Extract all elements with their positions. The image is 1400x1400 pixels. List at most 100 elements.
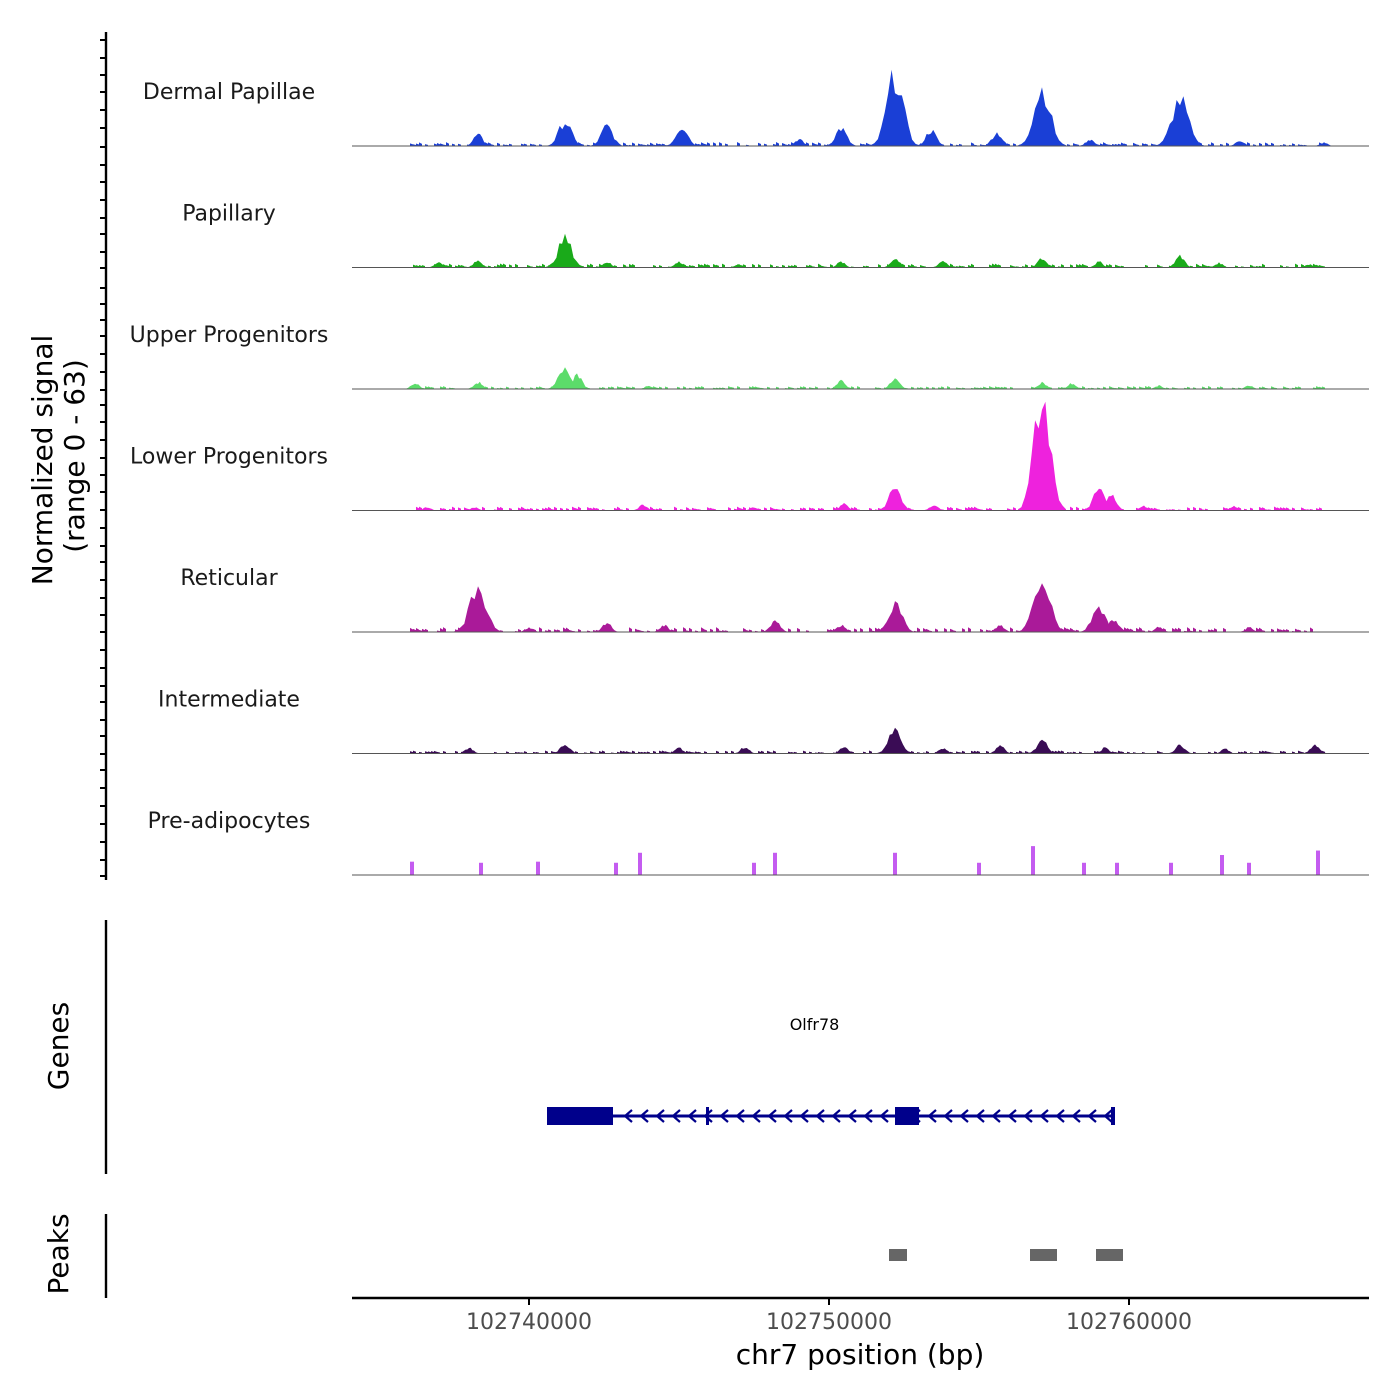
strand-arrow [991, 1109, 1001, 1123]
track-1-peak-3 [595, 262, 619, 268]
track-6-peak-4 [638, 852, 642, 875]
strand-arrow [623, 1109, 633, 1123]
track-0-peak-1 [546, 124, 584, 146]
gene-label: Olfr78 [790, 1015, 840, 1034]
track-1-peak-0 [427, 262, 451, 268]
track-5-peak-5 [876, 727, 914, 754]
track-6-peak-3 [614, 862, 618, 875]
track-3-peak-4 [831, 503, 857, 511]
strand-arrow [975, 1109, 985, 1123]
coverage-tracks: Dermal Papillae Papillary Upper Progenitor… [130, 69, 1369, 876]
track-label-3: Lower Progenitors [130, 445, 328, 470]
track-5-peak-10 [1166, 744, 1194, 754]
track-1-peak-11 [1166, 254, 1194, 268]
track-0-peak-5 [824, 128, 858, 146]
strand-arrow [639, 1109, 649, 1123]
gene-exon-1 [706, 1107, 709, 1125]
strand-arrow [815, 1109, 825, 1123]
gene-exon-0 [547, 1107, 613, 1125]
track-6-peak-14 [1247, 862, 1251, 875]
track-2-peak-8 [1060, 383, 1084, 389]
track-0-peak-3 [665, 129, 699, 146]
track-4-peak-7 [987, 625, 1013, 632]
track-0-peak-11 [1156, 96, 1204, 146]
strand-arrow [751, 1109, 761, 1123]
track-1-peak-4 [667, 261, 691, 268]
track-noise-3 [416, 506, 1322, 511]
track-noise-5 [410, 750, 1325, 754]
x-axis-title: chr7 position (bp) [736, 1338, 985, 1371]
strand-arrow [831, 1109, 841, 1123]
track-6-peak-13 [1220, 855, 1224, 875]
track-label-5: Intermediate [158, 688, 300, 713]
strand-arrow [863, 1109, 873, 1123]
track-2-peak-6 [881, 378, 909, 389]
strand-arrow [671, 1109, 681, 1123]
strand-arrow [927, 1109, 937, 1123]
track-4-peak-12 [1237, 627, 1261, 632]
track-4-peak-5 [828, 624, 854, 632]
x-tick-label-0: 102740000 [466, 1310, 592, 1335]
track-6-peak-2 [536, 861, 540, 875]
track-3-peak-0 [415, 507, 439, 511]
track-5: Intermediate [158, 688, 1369, 754]
track-5-peak-12 [1301, 744, 1329, 754]
track-0-peak-4 [786, 139, 812, 146]
strand-arrow [1087, 1109, 1097, 1123]
track-3-peak-1 [463, 507, 487, 511]
x-tick-label-1: 102750000 [766, 1310, 892, 1335]
coverage-y-ticks [100, 39, 106, 877]
track-2-peak-10 [1237, 385, 1261, 389]
strand-arrow [735, 1109, 745, 1123]
track-1-peak-1 [465, 260, 491, 268]
track-3-peak-3 [742, 507, 766, 511]
track-5-peak-1 [551, 745, 579, 754]
track-1-peak-2 [544, 233, 586, 268]
x-axis: 102740000 102750000 102760000 chr7 positio… [352, 1296, 1369, 1371]
track-5-peak-6 [931, 748, 955, 754]
track-4-peak-8 [1018, 583, 1066, 632]
track-noise-2 [413, 386, 1325, 389]
strand-arrow [1103, 1109, 1113, 1123]
track-label-6: Pre-adipocytes [148, 809, 311, 834]
track-5-peak-4 [831, 747, 857, 754]
strand-arrow [767, 1109, 777, 1123]
strand-arrow [703, 1109, 713, 1123]
track-6-peak-5 [752, 862, 756, 875]
gene-exon-2 [895, 1107, 919, 1125]
track-3-peak-9 [1095, 494, 1127, 511]
track-0-peak-6 [871, 69, 919, 146]
track-1-peak-8 [930, 260, 956, 268]
x-tick-label-2: 102760000 [1066, 1310, 1192, 1335]
track-0-peak-10 [1077, 139, 1103, 146]
track-4-peak-4 [761, 620, 789, 632]
gene-panel: Genes Olfr78 [42, 920, 1115, 1174]
track-5-peak-11 [1213, 748, 1237, 754]
track-6-peak-12 [1169, 862, 1173, 875]
track-0-peak-12 [1228, 141, 1252, 146]
track-0-peak-13 [1312, 142, 1336, 146]
track-noise-4 [410, 627, 1313, 632]
track-5-peak-3 [732, 748, 758, 754]
gene-models: Olfr78 [547, 1015, 1115, 1125]
peaks-panel: Peaks [42, 1213, 1123, 1298]
track-4-peak-6 [874, 601, 916, 632]
strand-arrow [719, 1109, 729, 1123]
track-3-peak-11 [1222, 505, 1246, 511]
track-1-peak-10 [1087, 261, 1111, 268]
peak-regions [889, 1249, 1123, 1261]
track-3-peak-5 [877, 489, 913, 511]
track-2-peak-5 [828, 379, 854, 389]
strand-arrow [1007, 1109, 1017, 1123]
track-6: Pre-adipocytes [148, 809, 1369, 876]
strand-arrow [1055, 1109, 1065, 1123]
track-4-peak-0 [454, 586, 502, 632]
track-2-peak-0 [403, 383, 427, 389]
track-5-peak-8 [1027, 739, 1057, 754]
track-4-peak-2 [593, 623, 621, 632]
track-1-peak-6 [829, 261, 853, 268]
track-label-4: Reticular [180, 566, 278, 591]
strand-arrow [783, 1109, 793, 1123]
track-0-peak-2 [590, 124, 624, 146]
